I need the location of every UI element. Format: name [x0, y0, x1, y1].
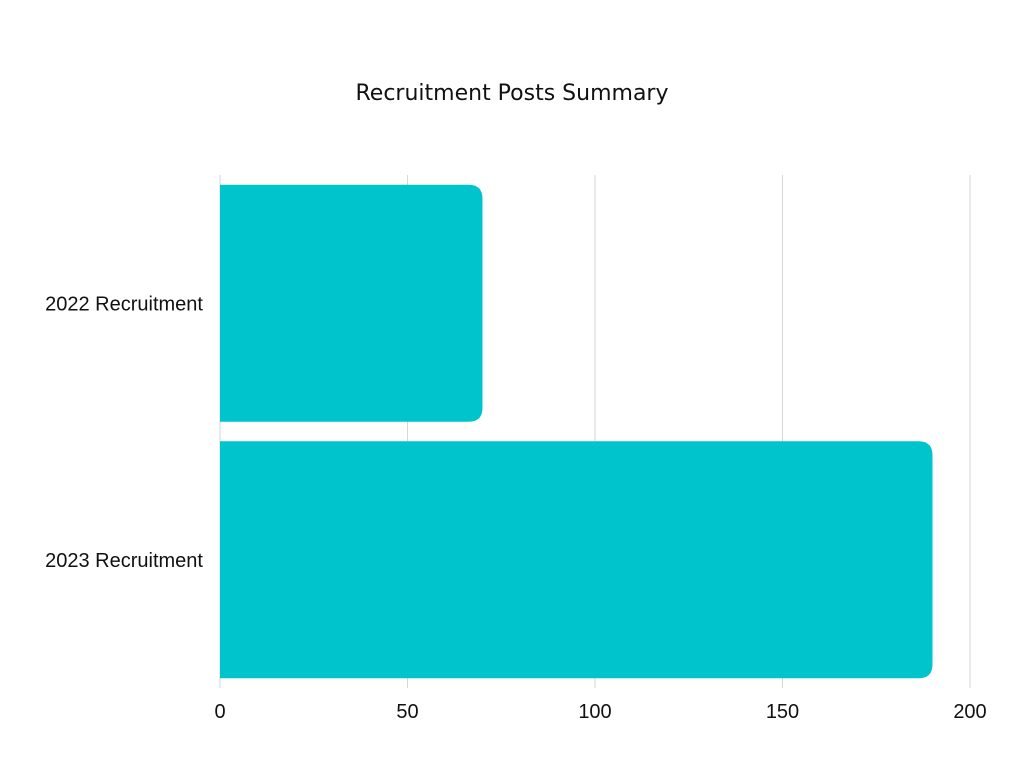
bars [220, 184, 933, 679]
chart-title: Recruitment Posts Summary [356, 81, 669, 106]
bar-1 [220, 184, 483, 422]
bar-2 [220, 441, 933, 679]
category-labels: 2022 Recruitment 2023 Recruitment [45, 293, 203, 572]
category-label: 2022 Recruitment [45, 293, 203, 315]
category-label: 2023 Recruitment [45, 550, 203, 572]
x-axis-ticks: 0 50 100 150 200 [214, 701, 986, 723]
x-tick-label: 0 [214, 701, 225, 723]
x-tick-label: 150 [766, 701, 799, 723]
x-tick-label: 200 [953, 701, 986, 723]
x-tick-label: 100 [578, 701, 611, 723]
x-tick-label: 50 [396, 701, 418, 723]
